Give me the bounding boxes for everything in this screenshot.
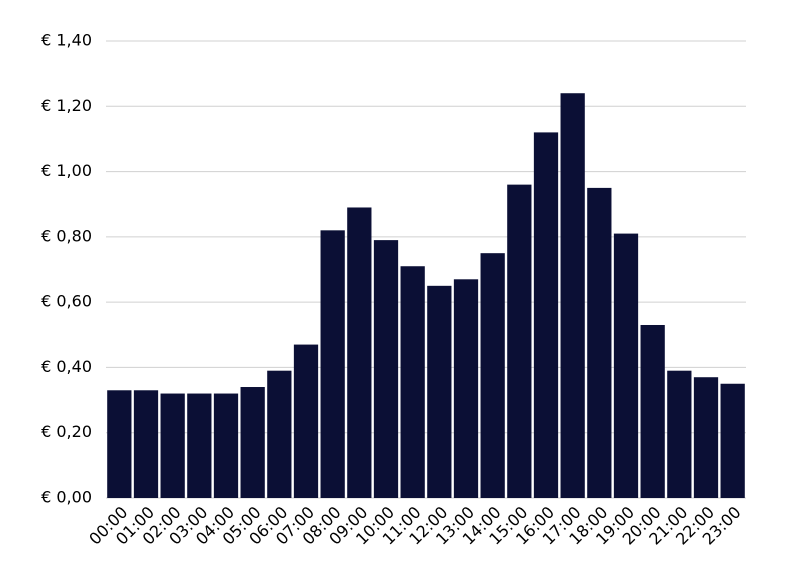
- bar: [667, 370, 692, 498]
- bar: [240, 387, 265, 498]
- bar: [347, 207, 372, 498]
- bar: [640, 324, 665, 498]
- bar: [693, 377, 719, 498]
- y-tick-label: € 0,20: [41, 422, 92, 441]
- bar: [720, 383, 745, 498]
- bar: [267, 370, 292, 498]
- bar: [560, 93, 585, 498]
- y-tick-label: € 0,80: [41, 226, 92, 245]
- bar: [293, 344, 319, 498]
- bar: [373, 240, 399, 498]
- bar: [133, 390, 159, 498]
- y-tick-label: € 0,00: [41, 488, 92, 507]
- bar: [427, 285, 452, 498]
- y-tick-label: € 0,40: [41, 357, 92, 376]
- bar: [613, 233, 639, 499]
- bar: [187, 393, 212, 498]
- bar: [587, 187, 612, 498]
- bar: [107, 390, 132, 498]
- bar: [480, 253, 505, 498]
- bar: [453, 279, 479, 498]
- bar: [400, 266, 425, 498]
- y-tick-label: € 1,40: [41, 31, 92, 50]
- bar: [320, 230, 345, 499]
- y-tick-label: € 0,60: [41, 292, 92, 311]
- y-tick-label: € 1,00: [41, 161, 92, 180]
- bar: [160, 393, 185, 498]
- bar: [213, 393, 239, 498]
- bar: [507, 184, 532, 498]
- y-tick-label: € 1,20: [41, 96, 92, 115]
- bar: [533, 132, 559, 498]
